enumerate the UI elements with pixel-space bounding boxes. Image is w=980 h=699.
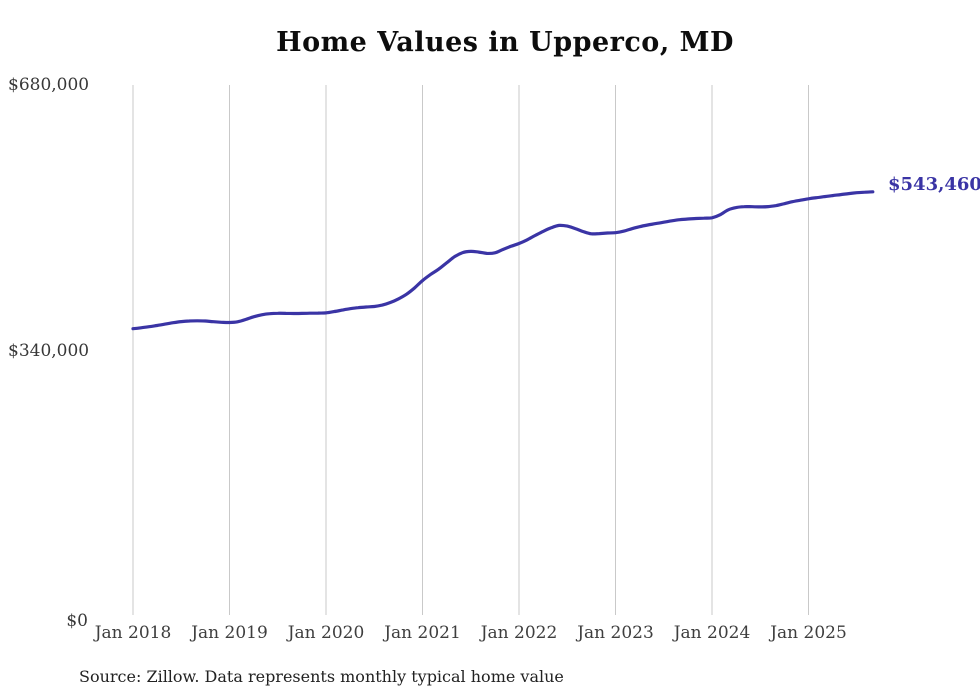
end-value-label: $543,460 (888, 174, 980, 195)
chart-title: Home Values in Upperco, MD (276, 27, 734, 58)
y-tick-label-0: $0 (66, 611, 88, 631)
y-tick-label-680000: $680,000 (8, 75, 90, 95)
x-tick-label: Jan 2022 (480, 623, 558, 643)
x-tick-label: Jan 2018 (94, 623, 172, 643)
x-tick-label: Jan 2020 (287, 623, 365, 643)
y-tick-label-340000: $340,000 (8, 341, 90, 361)
x-tick-label: Jan 2025 (770, 623, 847, 643)
x-tick-label: Jan 2021 (384, 623, 461, 643)
x-tick-label: Jan 2024 (673, 623, 751, 643)
source-note: Source: Zillow. Data represents monthly … (79, 667, 564, 686)
home-value-line (131, 190, 875, 331)
x-tick-label: Jan 2019 (191, 623, 268, 643)
x-tick-label: Jan 2023 (577, 623, 654, 643)
